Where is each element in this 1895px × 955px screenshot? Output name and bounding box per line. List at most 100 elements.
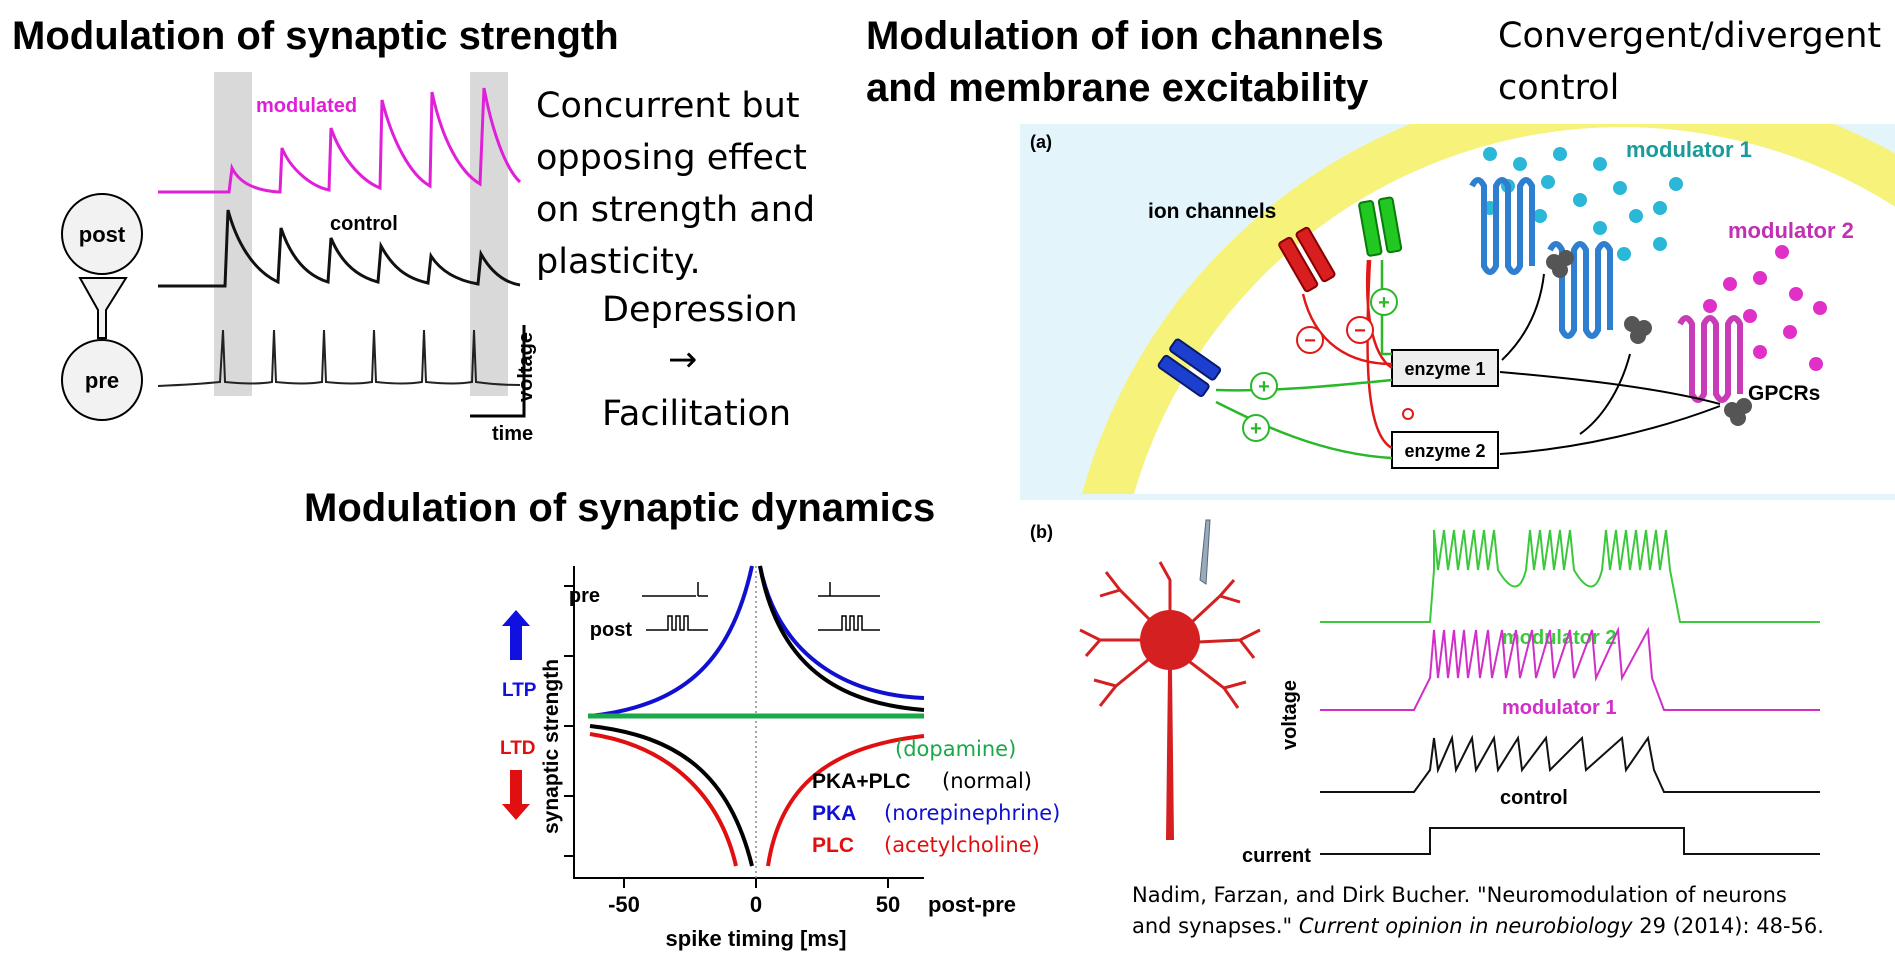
convergent-heading-line2: control [1498,68,1620,108]
scale-voltage-label: voltage [515,332,537,402]
control-label: control [330,213,398,235]
modulator2-label: modulator 2 [1728,218,1854,243]
panel-b-letter: (b) [1030,522,1053,542]
ltd-label: LTD [500,738,536,759]
scale-time-label: time [492,423,533,445]
control-voltage-trace [1320,734,1820,793]
minus-sign-2: − [1346,316,1374,344]
x-axis-end-label: post-pre [928,892,1016,917]
facilitation-label: Facilitation [602,394,791,434]
scale-bar [470,325,526,418]
modulated-trace [158,87,522,194]
control-trace-label: control [1500,787,1568,809]
pre-neuron-label: pre [85,368,119,393]
stdp-xlabel: spike timing [ms] [666,926,847,951]
modulator1-trace-label: modulator 1 [1502,697,1616,719]
synapse-connection [78,277,128,339]
strength-note-line4: plasticity. [536,242,701,282]
citation-title-cont: and synapses." [1132,914,1293,938]
legend-dopamine-note: (dopamine) [895,737,1016,761]
receptor1b [1547,241,1613,339]
g-protein-icons [1546,250,1752,426]
legend-plc-note: (acetylcholine) [884,833,1040,857]
receptor1a [1469,177,1535,275]
current-step-trace [1320,827,1820,855]
strength-note-line1: Concurrent but [536,86,800,126]
green-ion-channel [1358,196,1403,257]
stdp-plot: pre post synaptic strength LTP LTD -50 0… [500,565,1060,951]
panel-b-figure: (b) modulator 2 modulator 1 control volt… [1030,519,1820,867]
citation-journal: Current opinion in neurobiology [1298,914,1633,938]
plc-curve-right [766,734,925,867]
ltd-arrow-icon [502,770,530,820]
modulated-label: modulated [256,95,357,117]
legend-pka-name: PKA [812,802,856,825]
pre-neuron [61,339,143,421]
legend-pka-note: (norepinephrine) [884,801,1060,825]
panel-a-letter: (a) [1030,132,1052,152]
highlight-band-last [470,72,508,396]
highlight-band-first [214,72,252,396]
legend-plc-name: PLC [812,834,854,857]
convergent-heading-line1: Convergent/divergent [1498,16,1882,56]
xtick-neg50: -50 [608,892,640,917]
inset-pre-label: pre [569,585,600,607]
modulator1-label: modulator 1 [1626,137,1752,162]
pka-curve-left [589,565,754,718]
citation-line1: Nadim, Farzan, and Dirk Bucher. "Neuromo… [1132,883,1787,907]
cursor-marker-icon [1402,408,1414,420]
svg-text:+: + [1250,418,1262,440]
depression-label: Depression [602,290,798,330]
stdp-y-ticks [564,585,574,857]
modulator2-voltage-trace [1320,529,1820,623]
current-label: current [1242,845,1311,867]
ion-channels-heading-line1: Modulation of ion channels [866,14,1384,58]
legend-normal-note: (normal) [942,769,1032,793]
control-trace [158,209,521,288]
strength-note-line3: on strength and [536,190,816,230]
ltp-arrow-icon [502,610,530,660]
modulator2-trace-label: modulator 2 [1502,627,1616,649]
minus-sign-1: − [1296,326,1324,354]
inset-post-label: post [590,619,633,641]
plus-sign-3: + [1242,414,1270,442]
stdp-ylabel: synaptic strength [540,659,563,834]
svg-text:+: + [1258,376,1270,398]
gpcrs-label: GPCRs [1748,382,1820,405]
inset-spike-schematic [642,582,880,631]
transition-arrow-icon: → [668,340,698,380]
enzyme2-label: enzyme 2 [1404,441,1485,461]
svg-text:−: − [1354,320,1366,342]
citation-line2: and synapses." Current opinion in neurob… [1132,911,1824,942]
red-ion-channel [1278,226,1336,293]
plus-sign-1: + [1370,288,1398,316]
receptor-to-enzyme-arrows [1499,273,1721,455]
xtick-0: 0 [750,892,762,917]
voltage-axis-label: voltage [1279,680,1301,750]
plus-sign-2: + [1250,372,1278,400]
neuron-icon [1079,519,1261,840]
ltp-label: LTP [502,680,537,701]
plc-curve-left [589,732,738,867]
synaptic-strength-heading: Modulation of synaptic strength [12,14,619,58]
post-neuron-label: post [79,222,126,247]
receptor2 [1677,315,1743,403]
normal-curve-left [589,724,754,867]
cell-interior [1134,127,1895,494]
normal-curve-right [758,565,925,712]
svg-text:−: − [1304,330,1316,352]
synaptic-strength-figure: voltage time modulated control post pre [61,72,537,445]
pre-voltage-trace [157,329,521,387]
strength-note-line2: opposing effect [536,138,807,178]
modulator1-voltage-trace [1320,626,1820,711]
stdp-axes [573,566,924,879]
stdp-x-ticks [623,878,889,888]
cell-membrane [1082,124,1895,494]
enzyme1-box [1391,349,1499,387]
enzyme1-label: enzyme 1 [1404,359,1485,379]
synaptic-dynamics-heading: Modulation of synaptic dynamics [304,486,936,530]
citation-details: 29 (2014): 48-56. [1639,914,1824,938]
legend-normal-name: PKA+PLC [812,770,911,793]
ion-channels-label: ion channels [1148,200,1276,223]
enzyme2-box [1391,431,1499,469]
